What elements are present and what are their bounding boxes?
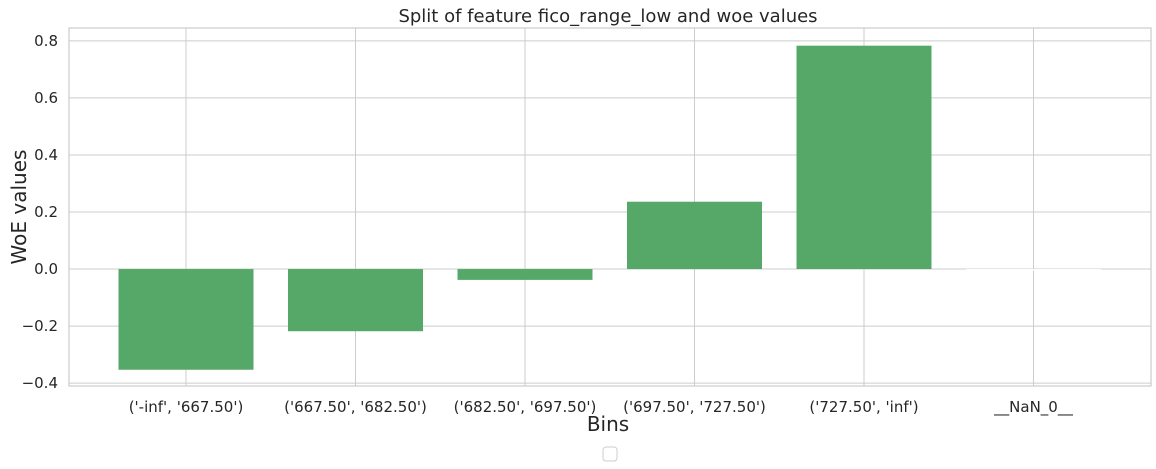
y-tick-labels: −0.4 −0.2 0.0 0.2 0.4 0.6 0.8 xyxy=(22,32,58,392)
x-tick-label: ('727.50', 'inf') xyxy=(809,398,918,416)
x-tick-label: __NaN_0__ xyxy=(993,398,1073,417)
bar xyxy=(118,269,254,370)
y-tick-label: 0.2 xyxy=(34,203,58,221)
y-tick-label: 0.8 xyxy=(34,32,58,50)
x-tick-label: ('697.50', '727.50') xyxy=(623,398,766,416)
x-tick-label: ('682.50', '697.50') xyxy=(454,398,597,416)
y-tick-label: 0.6 xyxy=(34,89,58,107)
y-tick-label: 0.4 xyxy=(34,146,58,164)
bars xyxy=(118,45,1101,370)
x-tick-label: ('-inf', '667.50') xyxy=(129,398,244,416)
x-axis-label: Bins xyxy=(587,412,629,436)
x-tick-labels: ('-inf', '667.50') ('667.50', '682.50') ('… xyxy=(129,398,1074,417)
legend-box xyxy=(602,446,618,462)
y-tick-label: −0.2 xyxy=(22,317,58,335)
y-tick-label: −0.4 xyxy=(22,374,58,392)
chart-title: Split of feature fico_range_low and woe … xyxy=(398,6,817,27)
x-tick-label: ('667.50', '682.50') xyxy=(284,398,427,416)
plot-frame xyxy=(68,27,1152,387)
bar xyxy=(627,201,762,270)
bar xyxy=(457,269,593,280)
y-axis-label: WoE values xyxy=(7,150,31,265)
bar xyxy=(288,269,423,332)
bar xyxy=(966,269,1101,271)
y-tick-label: 0.0 xyxy=(34,260,58,278)
bar xyxy=(796,45,932,270)
